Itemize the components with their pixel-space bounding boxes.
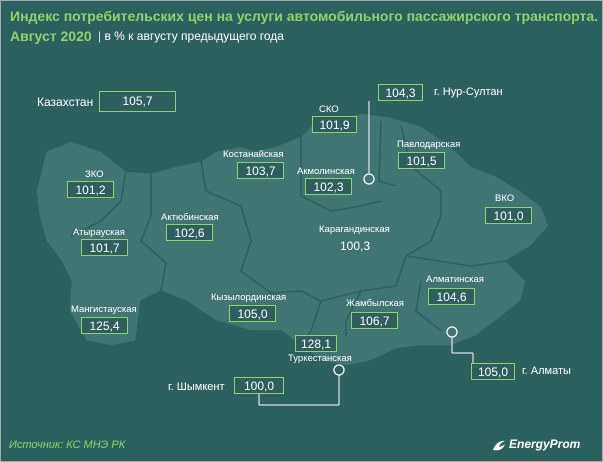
region-atyrau-label: Атырауская <box>73 227 125 238</box>
region-turkestan-label: Туркестанская <box>288 353 352 364</box>
region-zko-value: 101,2 <box>67 181 114 198</box>
region-zko-label: ЗКО <box>85 169 104 180</box>
city-almaty-value: 105,0 <box>471 363 515 380</box>
region-mangystau-label: Мангистауская <box>71 304 137 315</box>
region-pavlodar-value: 101,5 <box>398 152 445 169</box>
region-kostanay-label: Костанайская <box>223 149 284 160</box>
region-karaganda-label: Карагандинская <box>319 224 390 235</box>
city-almaty-label: г. Алматы <box>522 365 571 377</box>
subtitle: | в % к августу предыдущего года <box>98 29 284 43</box>
region-almaty-value: 104,6 <box>428 288 475 305</box>
region-mangystau-value: 125,4 <box>81 317 128 334</box>
city-shymkent-value: 100,0 <box>234 377 284 394</box>
nursultan-marker <box>363 173 375 185</box>
subtitle-text: в % к августу предыдущего года <box>104 29 284 43</box>
region-zhambyl-label: Жамбылская <box>346 298 404 309</box>
region-zhambyl-value: 106,7 <box>351 312 398 329</box>
brand-name: EnergyProm <box>509 437 581 451</box>
region-kostanay-value: 103,7 <box>237 162 284 179</box>
shymkent-marker <box>333 364 345 376</box>
region-aktobe-value: 102,6 <box>166 224 213 241</box>
region-vko-value: 101,0 <box>485 207 532 224</box>
region-vko-label: ВКО <box>495 193 515 204</box>
region-akmola-label: Акмолинская <box>297 166 355 177</box>
region-borders <box>70 120 507 347</box>
region-karaganda-value: 100,3 <box>340 239 371 253</box>
region-akmola-value: 102,3 <box>305 178 352 195</box>
almaty-marker <box>446 326 458 338</box>
region-almaty-label: Алматинская <box>426 274 484 285</box>
region-turkestan-value: 128,1 <box>295 335 337 352</box>
region-atyrau-value: 101,7 <box>81 239 128 256</box>
city-nursultan-label: г. Нур-Султан <box>434 86 503 98</box>
city-nursultan-value: 104,3 <box>378 84 423 101</box>
energyprom-logo-icon <box>493 440 505 451</box>
region-sko-label: СКО <box>319 104 339 115</box>
region-sko-value: 101,9 <box>312 116 357 133</box>
country-value: 105,7 <box>99 91 176 112</box>
map-outline <box>35 112 550 367</box>
region-kyzylorda-value: 105,0 <box>229 305 276 322</box>
region-kyzylorda-label: Кызылординская <box>211 292 287 303</box>
region-pavlodar-label: Павлодарская <box>397 139 461 150</box>
subtitle-separator: | <box>98 29 102 43</box>
region-aktobe-label: Актюбинская <box>161 212 219 223</box>
city-shymkent-label: г. Шымкент <box>168 381 225 393</box>
source-note: Источник: КС МНЭ РК <box>9 439 126 451</box>
title-line-2: Август 2020 <box>10 28 92 44</box>
title-line-1: Индекс потребительских цен на услуги авт… <box>10 8 599 24</box>
country-label: Казахстан <box>37 95 94 109</box>
